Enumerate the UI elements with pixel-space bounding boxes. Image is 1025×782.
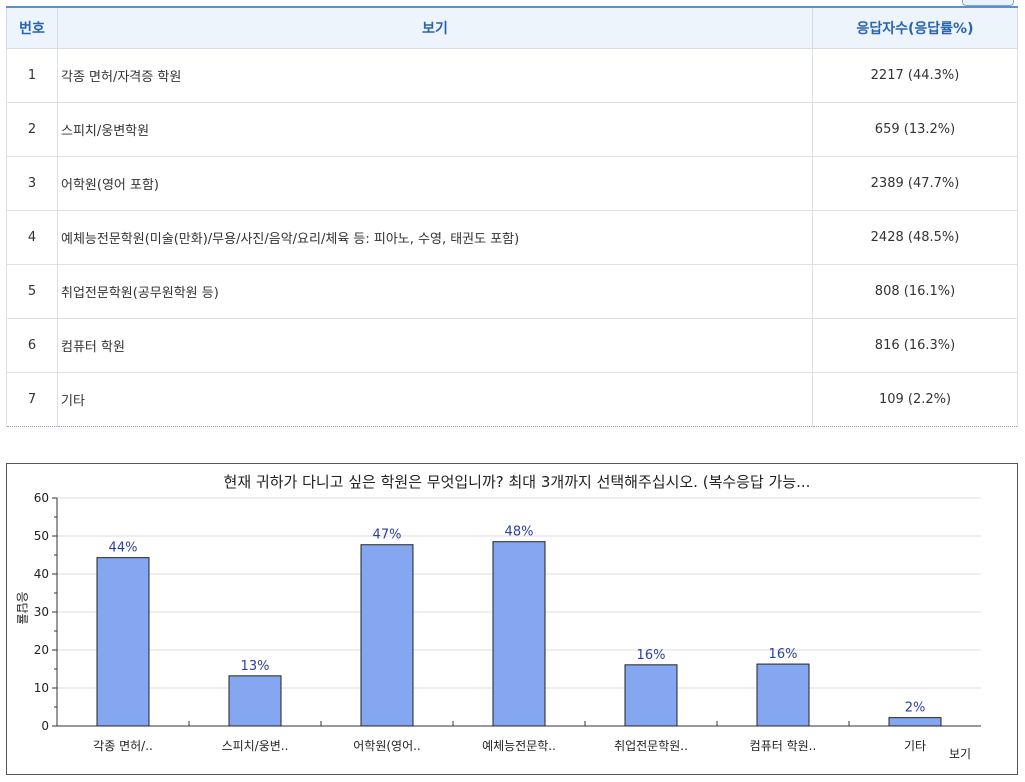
bar — [360, 544, 414, 727]
bar — [228, 675, 282, 727]
row-number: 4 — [6, 210, 58, 265]
table-row: 3 어학원(영어 포함) 2389 (47.7%) — [6, 156, 1018, 211]
bar — [624, 664, 678, 727]
x-tick-label: 각종 면허/.. — [93, 739, 153, 753]
row-option: 취업전문학원(공무원학원 등) — [57, 264, 813, 319]
x-axis-title: 보기 — [949, 747, 971, 761]
header-count: 응답자수(응답률%) — [812, 6, 1018, 49]
bar — [492, 541, 546, 727]
bar — [888, 717, 942, 727]
bar-value-label: 2% — [905, 701, 926, 716]
row-count: 109 (2.2%) — [812, 372, 1018, 427]
bar-value-label: 47% — [373, 528, 402, 543]
table-header-row: 번호 보기 응답자수(응답률%) — [6, 6, 1018, 49]
row-option: 기타 — [57, 372, 813, 427]
row-number: 5 — [6, 264, 58, 319]
bar — [96, 557, 150, 727]
table-row: 6 컴퓨터 학원 816 (16.3%) — [6, 318, 1018, 373]
row-option: 각종 면허/자격증 학원 — [57, 48, 813, 103]
row-number: 1 — [6, 48, 58, 103]
bar-value-label: 13% — [241, 659, 270, 674]
x-tick-label: 스피치/웅변.. — [222, 739, 289, 753]
x-tick-label: 어학원(영어.. — [353, 739, 421, 753]
header-option: 보기 — [57, 6, 813, 49]
table-row: 1 각종 면허/자격증 학원 2217 (44.3%) — [6, 48, 1018, 103]
y-tick-label: 40 — [34, 567, 49, 581]
row-option: 어학원(영어 포함) — [57, 156, 813, 211]
row-count: 659 (13.2%) — [812, 102, 1018, 157]
table-row: 7 기타 109 (2.2%) — [6, 372, 1018, 427]
row-option: 예체능전문학원(미술(만화)/무용/사진/음악/요리/체육 등: 피아노, 수영… — [57, 210, 813, 265]
y-tick-label: 10 — [34, 681, 49, 695]
bar-value-label: 48% — [505, 525, 534, 540]
row-number: 7 — [6, 372, 58, 427]
row-count: 2389 (47.7%) — [812, 156, 1018, 211]
table-row: 4 예체능전문학원(미술(만화)/무용/사진/음악/요리/체육 등: 피아노, … — [6, 210, 1018, 265]
y-tick-label: 20 — [34, 643, 49, 657]
bar-chart: 현재 귀하가 다니고 싶은 학원은 무엇입니까? 최대 3개까지 선택해주십시오… — [15, 473, 981, 761]
y-axis-title: 응답률 — [15, 591, 29, 624]
header-number: 번호 — [6, 6, 58, 49]
y-tick-label: 50 — [34, 529, 49, 543]
table-row: 2 스피치/웅변학원 659 (13.2%) — [6, 102, 1018, 157]
bar-value-label: 16% — [637, 648, 666, 663]
y-tick-label: 0 — [41, 719, 49, 733]
x-tick-label: 예체능전문학.. — [482, 739, 556, 753]
row-number: 2 — [6, 102, 58, 157]
top-edge-button[interactable] — [962, 0, 1014, 6]
row-count: 816 (16.3%) — [812, 318, 1018, 373]
row-count: 2217 (44.3%) — [812, 48, 1018, 103]
row-option: 컴퓨터 학원 — [57, 318, 813, 373]
y-tick-label: 60 — [34, 491, 49, 505]
y-tick-label: 30 — [34, 605, 49, 619]
bar-chart-panel: 현재 귀하가 다니고 싶은 학원은 무엇입니까? 최대 3개까지 선택해주십시오… — [6, 463, 1018, 775]
row-number: 6 — [6, 318, 58, 373]
chart-title: 현재 귀하가 다니고 싶은 학원은 무엇입니까? 최대 3개까지 선택해주십시오… — [224, 473, 811, 491]
row-number: 3 — [6, 156, 58, 211]
x-tick-label: 컴퓨터 학원.. — [750, 739, 817, 753]
row-count: 2428 (48.5%) — [812, 210, 1018, 265]
bar-value-label: 44% — [109, 541, 138, 556]
x-tick-label: 취업전문학원.. — [614, 739, 688, 753]
table-row: 5 취업전문학원(공무원학원 등) 808 (16.1%) — [6, 264, 1018, 319]
bar-value-label: 16% — [769, 647, 798, 662]
results-table: 번호 보기 응답자수(응답률%) 1 각종 면허/자격증 학원 2217 (44… — [6, 6, 1018, 427]
x-tick-label: 기타 — [904, 739, 926, 753]
row-option: 스피치/웅변학원 — [57, 102, 813, 157]
bar — [756, 663, 810, 727]
row-count: 808 (16.1%) — [812, 264, 1018, 319]
